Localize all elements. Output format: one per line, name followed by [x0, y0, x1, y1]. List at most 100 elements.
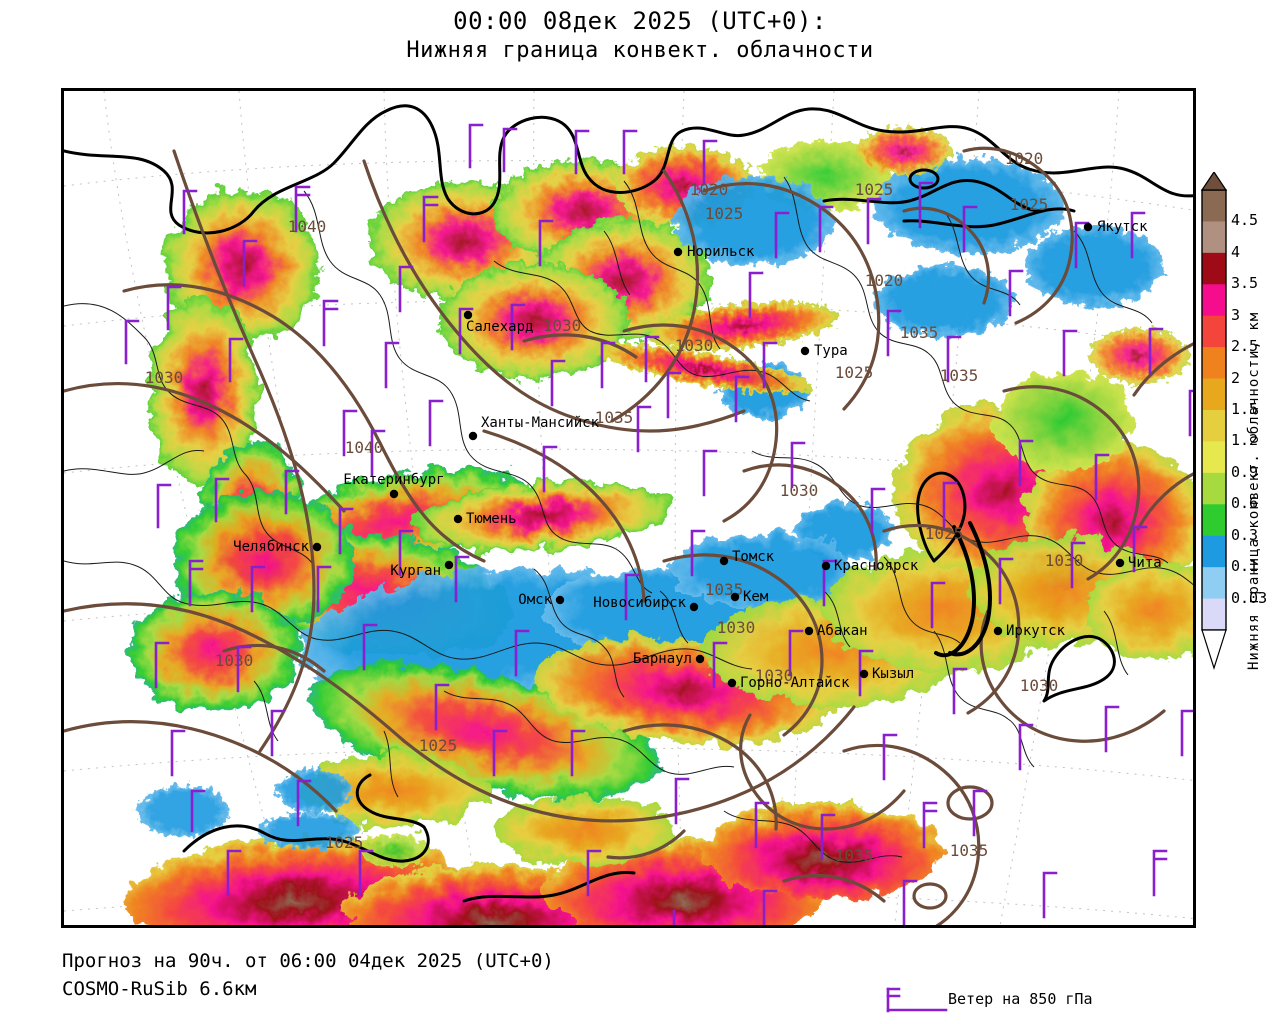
city-label: Чита — [1128, 555, 1162, 571]
city-label: Екатеринбург — [343, 472, 444, 488]
wind-legend: Ветер на 850 гПа — [880, 983, 1270, 1017]
baikal-outline — [934, 521, 992, 658]
colorbar-tick-4: 4 — [1231, 242, 1241, 261]
isobar-label: 1030 — [780, 481, 819, 500]
isobar-label: 1030 — [755, 666, 794, 685]
isobar-label: 1030 — [675, 336, 714, 355]
city-marker: Челябинск — [233, 539, 322, 555]
city-dot — [463, 310, 473, 320]
isobar-label: 1035 — [595, 408, 634, 427]
city-dot — [1083, 222, 1093, 232]
city-dot — [1115, 558, 1125, 568]
colorbar-svg — [1200, 172, 1228, 670]
colorbar-band-0.03 — [1202, 567, 1226, 600]
city-marker: Екатеринбург — [343, 472, 445, 499]
colorbar-tick-3: 3 — [1231, 305, 1241, 324]
colorbar-band-3.5 — [1202, 252, 1226, 285]
city-marker: Чита — [1115, 555, 1162, 571]
city-marker: Курган — [390, 560, 454, 579]
city-label: Тюмень — [466, 511, 517, 527]
colorbar-band-0.1 — [1202, 535, 1226, 568]
city-dot — [730, 592, 740, 602]
isobar-label: 1040 — [288, 217, 327, 236]
colorbar-bands — [1201, 189, 1227, 631]
map-canvas[interactable]: 1020 1025 1025 1020 1025 1020 1035 1030 1025 1035… — [61, 88, 1196, 928]
city-marker: Омск — [518, 592, 565, 608]
city-label: Тура — [814, 343, 848, 359]
city-label: Кем — [743, 589, 769, 605]
isobar-label: 1020 — [690, 180, 729, 199]
colorbar[interactable] — [1199, 172, 1229, 672]
city-marker: Тура — [800, 343, 848, 359]
isobar-label: 1025 — [1010, 195, 1049, 214]
isobar-label: 1035 — [835, 846, 874, 865]
isobar-label: 1025 — [705, 204, 744, 223]
city-dot — [673, 247, 683, 257]
isobar-label: 1025 — [855, 180, 894, 199]
isobar-label: 1030 — [717, 618, 756, 637]
map-svg: 1020 1025 1025 1020 1025 1020 1035 1030 1025 1035… — [64, 91, 1193, 925]
colorbar-arrows — [1200, 172, 1228, 670]
city-dot — [312, 542, 322, 552]
city-label: Курган — [390, 563, 441, 579]
colorbar-band-1.2 — [1202, 410, 1226, 443]
forecast-info: Прогноз на 90ч. от 06:00 04дек 2025 (UTC… — [62, 950, 554, 972]
city-label: Абакан — [817, 623, 868, 639]
city-label: Салехард — [466, 319, 533, 335]
city-marker: Норильск — [673, 244, 755, 260]
wind-barbs — [124, 123, 1193, 925]
colorbar-band-2.5 — [1202, 315, 1226, 348]
city-label: Норильск — [687, 244, 755, 260]
city-dot — [468, 431, 478, 441]
city-marker: Иркутск — [993, 623, 1066, 639]
city-label: Красноярск — [834, 558, 919, 574]
city-marker: Томск — [719, 549, 775, 566]
city-marker: Горно-Алтайск — [727, 675, 850, 691]
city-dot — [695, 654, 705, 664]
isobar-label: 1030 — [145, 368, 184, 387]
colorbar-band-1.5 — [1202, 378, 1226, 411]
city-markers: Якутск Норильск Салехард Тура Ханты-Мансийск… — [233, 219, 1162, 691]
isobar-label: 1040 — [345, 438, 384, 457]
isobar-label: 1020 — [865, 271, 904, 290]
footer-text-block: Прогноз на 90ч. от 06:00 04дек 2025 (UTC… — [62, 948, 554, 1002]
title-datetime: 00:00 08дек 2025 (UTC+0): — [453, 7, 827, 35]
isobar-label: 1030 — [1020, 676, 1059, 695]
city-marker: Абакан — [804, 623, 868, 639]
city-dot — [800, 346, 810, 356]
city-label: Новосибирск — [593, 595, 686, 611]
city-label: Томск — [732, 549, 775, 565]
wind-barb-icon — [886, 987, 948, 1013]
city-label: Якутск — [1097, 219, 1148, 235]
title-parameter: Нижняя граница конвект. облачности — [406, 38, 874, 63]
isobar-label: 1030 — [543, 316, 582, 335]
city-dot — [993, 626, 1003, 636]
city-dot — [804, 626, 814, 636]
isobar-label: 1035 — [940, 366, 979, 385]
colorbar-band-4.5 — [1202, 190, 1226, 223]
isobar-label: 1025 — [835, 363, 874, 382]
colorbar-band-0.9 — [1202, 441, 1226, 474]
wind-legend-label: Ветер на 850 гПа — [948, 990, 1093, 1008]
page-title: 00:00 08дек 2025 (UTC+0): Нижняя граница… — [0, 6, 1280, 66]
city-dot — [821, 561, 831, 571]
colorbar-band-2 — [1202, 347, 1226, 380]
city-marker: Кем — [730, 589, 769, 605]
admin-borders — [64, 176, 1193, 863]
colorbar-band-3 — [1202, 284, 1226, 317]
isobar-label: 1030 — [1045, 551, 1084, 570]
city-dot — [689, 602, 699, 612]
colorbar-band-min — [1202, 598, 1226, 631]
city-label: Ханты-Мансийск — [481, 415, 600, 431]
isobar-label: 1025 — [325, 833, 364, 852]
coastline — [64, 104, 1193, 903]
colorbar-tick-2: 2 — [1231, 368, 1241, 387]
city-dot — [555, 595, 565, 605]
isobar-label: 1030 — [215, 651, 254, 670]
isobar-label: 1035 — [900, 323, 939, 342]
city-dot — [389, 489, 399, 499]
model-info: COSMO-RuSib 6.6км — [62, 978, 257, 1000]
city-dot — [859, 669, 869, 679]
city-marker: Якутск — [1083, 219, 1148, 235]
isobar-label: 1025 — [925, 524, 964, 543]
